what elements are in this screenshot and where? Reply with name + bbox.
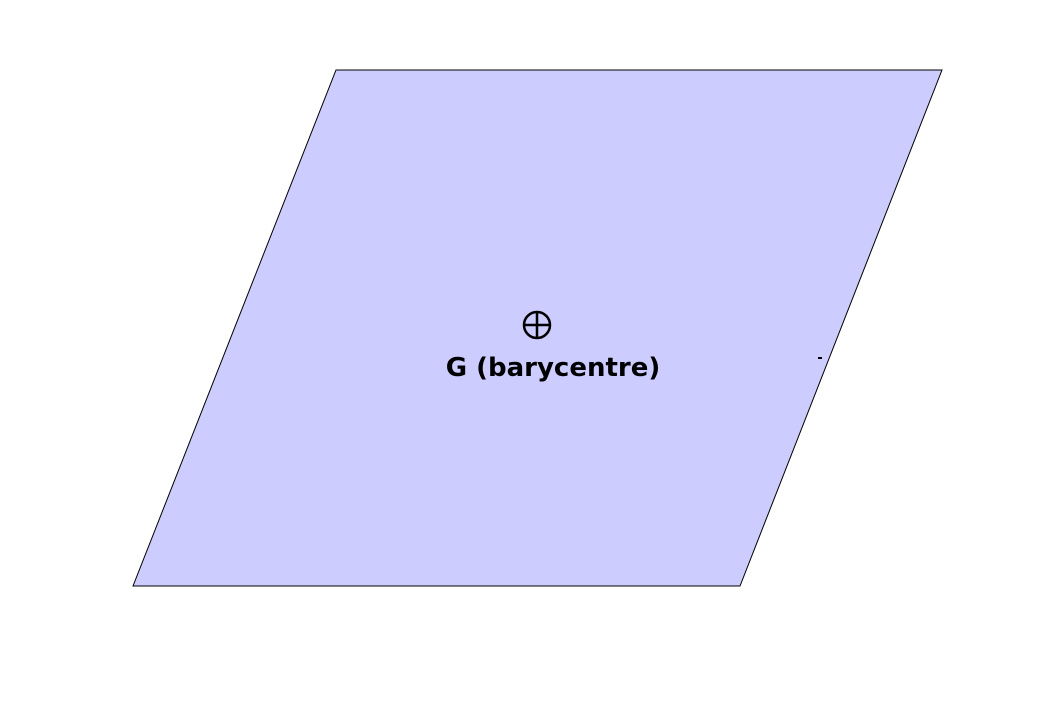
centroid-marker-icon (522, 310, 552, 340)
edge-dot-mark (818, 357, 822, 359)
centroid-label: G (barycentre) (446, 353, 661, 383)
